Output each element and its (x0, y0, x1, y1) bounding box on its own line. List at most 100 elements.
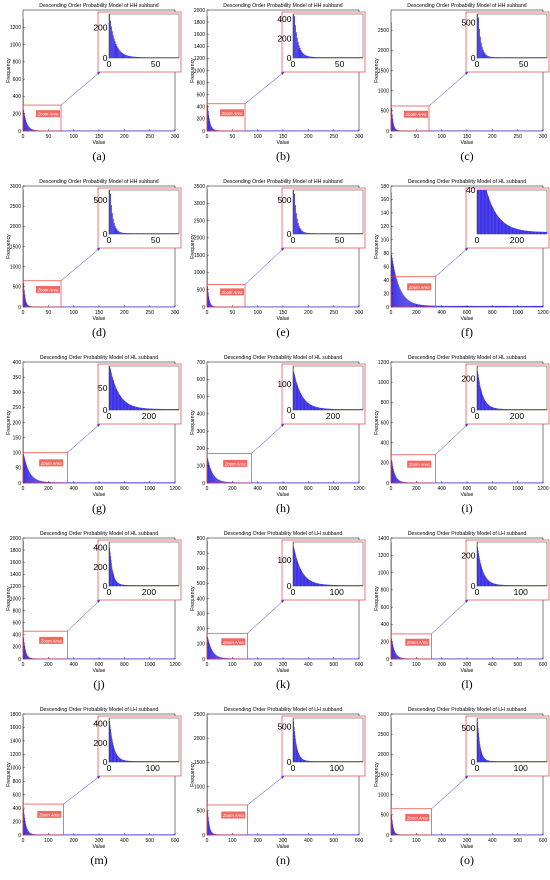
x-tick-label: 400 (69, 662, 78, 668)
inset-bar (345, 57, 346, 58)
inset-bar (136, 233, 137, 234)
inset-bar (332, 57, 333, 58)
data-bar (497, 306, 498, 307)
data-bar (506, 483, 507, 484)
inset-bar (479, 29, 480, 58)
inset-bar (517, 57, 518, 58)
y-tick-label: 500 (13, 285, 22, 291)
inset-plot-area (293, 190, 363, 234)
data-bar (341, 482, 342, 483)
y-tick-label: 400 (13, 94, 22, 100)
inset-bar (125, 55, 126, 58)
inset-bar (158, 233, 159, 234)
inset-bar (311, 57, 312, 58)
inset-bar (334, 57, 335, 58)
inset-bar (338, 57, 339, 58)
y-tick-label: 300 (13, 390, 22, 396)
y-tick-label: 800 (197, 80, 206, 86)
x-tick-label: 400 (437, 310, 446, 316)
inset-bar (326, 233, 327, 234)
inset-bar (346, 233, 347, 234)
inset-bar (522, 57, 523, 58)
inset-bar (359, 233, 360, 234)
x-axis-label: Value (277, 492, 290, 498)
x-axis-label: Value (277, 316, 290, 322)
inset-bar (109, 190, 110, 234)
data-bar (540, 306, 541, 307)
y-tick-label: 700 (197, 551, 206, 557)
inset-x-tick-label: 200 (510, 235, 524, 245)
inset-bar (173, 233, 174, 234)
x-tick-label: 300 (171, 134, 180, 140)
inset-bar (355, 233, 356, 234)
inset-bar (134, 233, 135, 234)
y-tick-label: 200 (13, 645, 22, 651)
chart-panel-i: Descending Order Probability Model of HL… (373, 352, 548, 528)
inset-bar (147, 233, 148, 234)
inset-bar (294, 194, 295, 234)
chart-svg-h: Descending Order Probability Model of HL… (189, 352, 364, 502)
inset-bar (177, 57, 178, 58)
inset-bar (482, 47, 483, 58)
inset-bar (296, 213, 297, 234)
inset-bar (307, 56, 308, 58)
inset-bar (512, 57, 513, 58)
inset-bar (168, 57, 169, 58)
inset-bar (525, 57, 526, 58)
chart-svg-i: Descending Order Probability Model of HL… (373, 352, 548, 502)
data-bar (292, 482, 293, 483)
inset-bar (312, 57, 313, 58)
inset-bar (131, 233, 132, 234)
inset-bar (335, 233, 336, 234)
data-bar (415, 304, 416, 307)
y-tick-label: 2000 (194, 8, 205, 14)
x-axis-label: Value (461, 492, 474, 498)
y-tick-label: 1000 (378, 88, 389, 94)
inset-bar (309, 233, 310, 234)
inset-x-tick-label: 200 (142, 411, 156, 421)
x-tick-label: 200 (120, 310, 129, 316)
inset-bar (324, 233, 325, 234)
inset-bar (305, 55, 306, 58)
inset-bar (313, 233, 314, 234)
inset-bar (340, 57, 341, 58)
chart-title: Descending Order Probability Model of HH… (407, 3, 526, 9)
inset-bar (324, 57, 325, 58)
data-bar (491, 306, 492, 307)
data-bar (284, 130, 285, 131)
y-tick-label: 400 (197, 596, 206, 602)
inset-bar (356, 57, 357, 58)
inset-bar (545, 57, 546, 58)
x-tick-label: 200 (304, 134, 313, 140)
inset-x-tick-label: 200 (326, 411, 340, 421)
data-bar (355, 482, 356, 483)
data-bar (482, 306, 483, 307)
inset-bar (294, 16, 295, 58)
y-tick-label: 150 (13, 435, 22, 441)
inset-bar (144, 233, 145, 234)
inset-x-tick-label: 0 (107, 411, 112, 421)
y-tick-label: 600 (381, 420, 390, 426)
inset-bar (351, 57, 352, 58)
data-bar (541, 306, 542, 307)
data-bar (512, 306, 513, 307)
y-tick-label: 3000 (194, 201, 205, 207)
inset-bar (535, 57, 536, 58)
y-tick-label: 800 (13, 608, 22, 614)
inset-bar (362, 57, 363, 58)
data-bar (512, 483, 513, 484)
data-bar (260, 482, 261, 483)
data-bar (272, 130, 273, 131)
chart-svg-g: Descending Order Probability Model of HL… (5, 352, 180, 502)
inset-bar (347, 57, 348, 58)
chart-svg-b: Descending Order Probability Model of HH… (189, 0, 364, 150)
chart-panel-h: Descending Order Probability Model of HL… (189, 352, 364, 528)
inset-bar (130, 233, 131, 234)
x-tick-label: 800 (488, 310, 497, 316)
inset-bar (348, 57, 349, 58)
panel-label: (h) (268, 501, 298, 516)
inset-bar (328, 57, 329, 58)
inset-bar (518, 57, 519, 58)
inset-bar (132, 233, 133, 234)
y-tick-label: 160 (381, 197, 390, 203)
